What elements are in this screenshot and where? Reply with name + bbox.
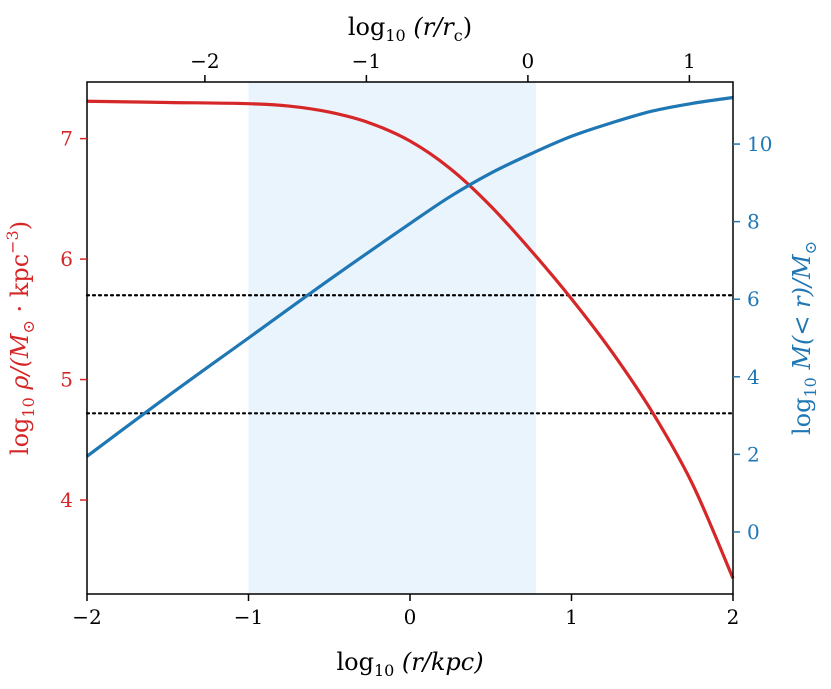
right-tick-label: 0 <box>747 520 760 544</box>
top-axis-title: log10 (r/rc) <box>348 13 472 45</box>
top-tick-label: 0 <box>522 49 535 73</box>
left-tick-label: 5 <box>60 368 73 392</box>
bottom-axis-title: log10 (r/kpc) <box>336 648 483 680</box>
right-tick-label: 8 <box>747 210 760 234</box>
top-tick-label: −1 <box>352 49 381 73</box>
bottom-tick-label: 2 <box>727 605 740 629</box>
right-tick-label: 4 <box>747 365 760 389</box>
shaded-region <box>248 82 536 594</box>
bottom-tick-label: −2 <box>72 605 101 629</box>
bottom-tick-label: −1 <box>234 605 263 629</box>
right-tick-label: 6 <box>747 287 760 311</box>
bottom-tick-label: 0 <box>404 605 417 629</box>
right-axis-title: log10 M(< r)/M⊙ <box>788 241 820 435</box>
top-tick-label: −2 <box>190 49 219 73</box>
left-tick-label: 7 <box>60 127 73 151</box>
enclosed-mass-curve <box>86 95 734 458</box>
left-axis-title: log10 ρ/(M⊙ · kpc−3) <box>3 221 38 455</box>
left-tick-label: 4 <box>60 488 73 512</box>
right-tick-label: 10 <box>747 132 772 156</box>
bottom-tick-label: 1 <box>565 605 578 629</box>
left-tick-label: 6 <box>60 247 73 271</box>
right-tick-label: 2 <box>747 442 760 466</box>
top-tick-label: 1 <box>683 49 696 73</box>
reference-lines <box>85 294 735 415</box>
density-curve <box>86 99 735 579</box>
axis-ticks: −2 −1 0 1 2 −2 −1 0 1 4 5 6 7 0 2 4 6 8 10 <box>60 49 772 629</box>
